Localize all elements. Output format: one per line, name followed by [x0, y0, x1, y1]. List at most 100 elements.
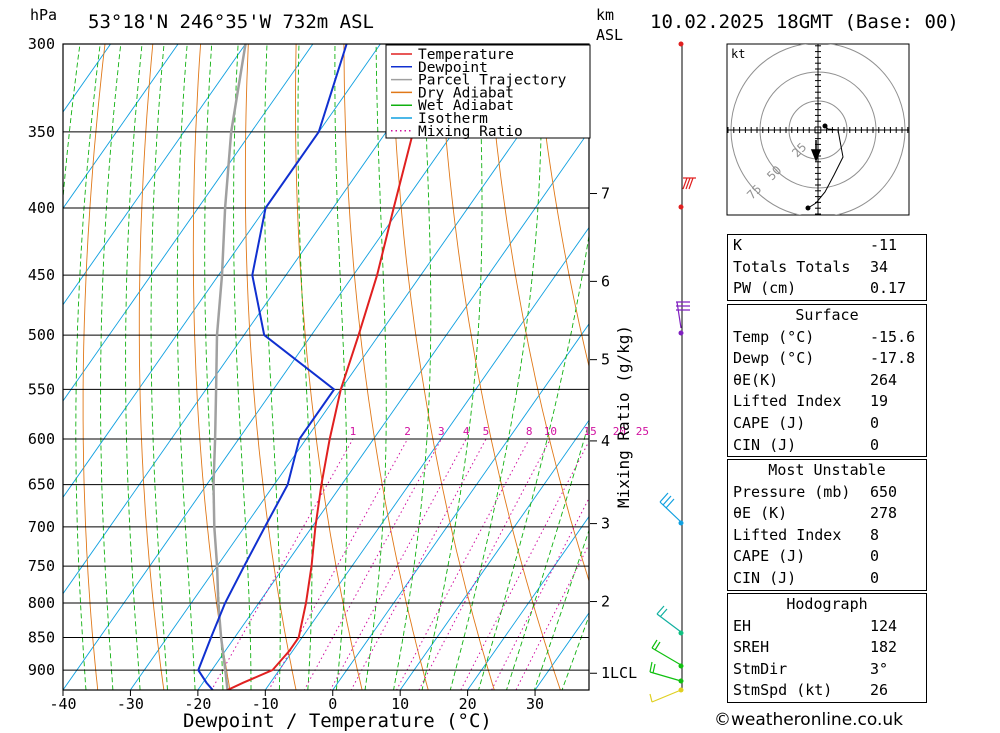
wet-adiabat-line — [204, 44, 224, 690]
pressure-tick-label: 700 — [28, 518, 55, 536]
surface-cin-value: 0 — [870, 435, 880, 454]
mixing-ratio-label: 5 — [483, 425, 490, 438]
dry-adiabat-line — [534, 44, 589, 369]
pressure-tick-labels: 300 350 400 450 500 550 600 650 700 750 800 850 900 — [28, 35, 55, 679]
dry-adiabat-line — [439, 44, 561, 690]
wind-barb — [656, 605, 682, 633]
surface-cin-row: CIN (J) 0 — [728, 435, 926, 457]
temperature-tick-label: -40 — [49, 695, 76, 713]
wet-adiabat-line — [150, 44, 168, 690]
mu-pressure-value: 650 — [870, 482, 898, 501]
wet-adiabat-line — [393, 44, 432, 690]
mixing-ratio-axis-label: Mixing Ratio (g/kg) — [614, 325, 633, 508]
copyright-text[interactable]: ©weatheronline.co.uk — [714, 710, 904, 730]
mu-theta-value: 278 — [870, 504, 898, 523]
wet-adiabat-line — [125, 44, 143, 690]
pressure-tick-label: 350 — [28, 123, 55, 141]
surface-dewp-row: Dewp (°C) -17.8 — [728, 348, 926, 370]
wet-adiabat-line — [506, 421, 589, 690]
dry-adiabat-line — [0, 0, 28, 730]
eh-label: EH — [733, 616, 752, 635]
wind-barb — [649, 661, 682, 682]
datetime-title: 10.02.2025 18GMT (Base: 00) — [650, 11, 959, 33]
mu-pressure-label: Pressure (mb) — [733, 482, 851, 501]
k-index-label: K — [733, 236, 743, 254]
hodograph-table-title: Hodograph — [786, 595, 868, 613]
wet-adiabat-line — [100, 44, 122, 690]
mu-cin-label: CIN (J) — [733, 568, 797, 587]
dry-adiabat-line — [25, 0, 74, 730]
isotherm-line — [63, 44, 314, 402]
surface-theta-value: 264 — [870, 370, 898, 389]
sounding-series — [197, 44, 449, 690]
wet-adiabat-line — [27, 0, 77, 730]
wind-barb — [682, 177, 696, 190]
wet-adiabat-line — [449, 44, 543, 690]
mu-cape-label: CAPE (J) — [733, 547, 806, 566]
wet-adiabat-line — [364, 44, 387, 690]
plot-frame — [62, 43, 590, 691]
mixing-ratio-label: 8 — [526, 425, 533, 438]
legend-label: Mixing Ratio — [418, 124, 523, 140]
pw-row: PW (cm) 0.17 — [728, 278, 926, 300]
dry-adiabat-line — [343, 44, 429, 690]
wind-barb — [659, 492, 682, 523]
wet-adiabat-line — [75, 44, 101, 690]
surface-temp-label: Temp (°C) — [733, 327, 815, 346]
surface-cape-label: CAPE (J) — [733, 413, 806, 432]
temperature-tick-label: 20 — [459, 695, 477, 713]
dry-adiabat-line — [935, 0, 1000, 730]
hodograph-point — [805, 205, 811, 211]
isotherm-line — [63, 44, 381, 499]
surface-cape-row: CAPE (J) 0 — [728, 413, 926, 435]
wet-adiabat-line — [233, 44, 252, 690]
totals-label: Totals Totals — [733, 257, 851, 276]
dry-adiabat-line — [981, 0, 1000, 730]
wet-adiabat-line — [176, 44, 196, 690]
mixing-ratio-label: 20 — [613, 425, 626, 438]
pressure-tick-label: 600 — [28, 430, 55, 448]
legend-label: Isotherm — [418, 111, 488, 127]
wind-point — [678, 663, 684, 669]
wet-adiabat-line — [533, 528, 589, 690]
pressure-tick-label: 800 — [28, 594, 55, 612]
legend-label: Temperature — [418, 47, 514, 63]
series-line-dewpoint — [197, 44, 348, 690]
series-line-parcel-trajectory — [212, 44, 247, 690]
mixing-ratio-label: 2 — [404, 425, 411, 438]
km-tick-label: 1LCL — [601, 664, 637, 682]
series-line-temperature — [227, 44, 449, 690]
mu-cape-value: 0 — [870, 547, 880, 566]
eh-value: 124 — [870, 616, 898, 635]
legend-label: Parcel Trajectory — [418, 73, 567, 89]
stmspd-label: StmSpd (kt) — [733, 681, 833, 700]
wet-adiabat-line — [561, 614, 589, 690]
location-title: 53°18'N 246°35'W 732m ASL — [88, 11, 374, 33]
dry-adiabat-line — [391, 44, 495, 690]
sreh-label: SREH — [733, 638, 770, 657]
isotherm-line — [63, 44, 247, 306]
wind-barb — [651, 639, 682, 666]
most-unstable-table: Most Unstable Pressure (mb) 650 θE (K) 278… — [727, 459, 927, 591]
km-tick-label: 2 — [601, 593, 610, 611]
x-axis-label: Dewpoint / Temperature (°C) — [183, 710, 492, 732]
wet-adiabat-line — [63, 44, 81, 203]
legend-label: Dewpoint — [418, 60, 488, 76]
hodograph: kt 25 50 75 — [726, 43, 910, 216]
legend-label: Wet Adiabat — [418, 98, 514, 114]
wind-point — [678, 630, 684, 636]
dry-adiabat-line — [82, 44, 106, 690]
km-label: km — [596, 6, 614, 24]
indices-table: K -11 Totals Totals 34 PW (cm) 0.17 — [727, 234, 927, 301]
wind-point — [678, 687, 684, 693]
surface-li-label: Lifted Index — [733, 392, 842, 411]
pressure-tick-label: 300 — [28, 35, 55, 53]
pw-label: PW (cm) — [733, 279, 797, 298]
hodograph-table: Hodograph EH 124 SREH 182 StmDir 3° StmSpd … — [727, 593, 927, 703]
mixing-ratio-line — [350, 438, 487, 690]
k-index-value: -11 — [870, 236, 898, 254]
wind-barb — [676, 301, 690, 329]
dry-adiabat-line — [138, 44, 165, 690]
pressure-tick-label: 650 — [28, 476, 55, 494]
hodograph-trace — [807, 125, 844, 209]
